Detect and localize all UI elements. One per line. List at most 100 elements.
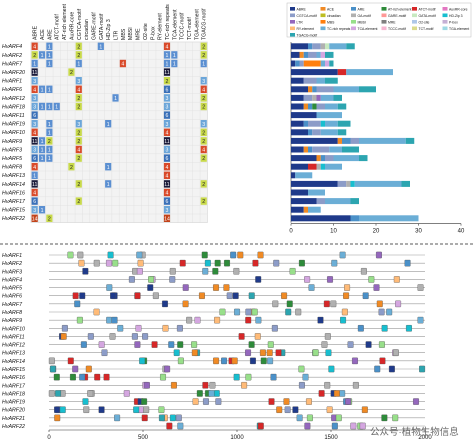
element-position-mark bbox=[177, 357, 184, 365]
matrix-cell-value: 4 bbox=[166, 130, 169, 136]
matrix-cell bbox=[31, 206, 38, 214]
element-position-mark bbox=[284, 406, 291, 413]
bar-segment bbox=[320, 163, 325, 170]
element-position-mark bbox=[186, 316, 193, 324]
element-position-mark bbox=[347, 341, 354, 348]
bar-segment bbox=[325, 77, 338, 84]
bar-segment bbox=[337, 69, 347, 76]
element-position-mark bbox=[151, 341, 158, 348]
matrix-cell bbox=[68, 163, 75, 171]
element-position-mark bbox=[198, 292, 205, 299]
matrix-cell-value: 1 bbox=[173, 62, 176, 68]
matrix-cell bbox=[75, 42, 82, 50]
element-position-mark bbox=[117, 325, 124, 332]
element-position-mark bbox=[361, 406, 368, 413]
matrix-cell bbox=[31, 145, 38, 154]
bar-segment bbox=[303, 206, 308, 213]
bar-segment bbox=[308, 189, 325, 196]
matrix-cell bbox=[31, 171, 38, 179]
matrix-column-label: GATA-motif bbox=[99, 13, 105, 40]
matrix-cell bbox=[46, 137, 53, 145]
matrix-cell-value: 4 bbox=[33, 87, 36, 93]
element-position-mark bbox=[76, 316, 83, 324]
element-position-mark bbox=[152, 292, 159, 299]
matrix-cell-value: 2 bbox=[166, 79, 169, 85]
legend-swatch bbox=[381, 26, 387, 31]
legend-label: MRE bbox=[388, 20, 396, 24]
bar-segment bbox=[325, 103, 338, 110]
element-position-mark bbox=[221, 357, 228, 365]
matrix-cell-value: 4 bbox=[166, 165, 169, 171]
element-position-mark bbox=[61, 325, 68, 332]
bar-segment bbox=[337, 103, 347, 110]
matrix-column-label: TGACG-motif bbox=[202, 8, 208, 40]
matrix-cell bbox=[163, 154, 171, 162]
element-position-mark bbox=[255, 276, 262, 283]
element-position-mark bbox=[131, 333, 138, 340]
element-position-mark bbox=[53, 373, 60, 381]
element-position-mark bbox=[169, 414, 176, 422]
position-row-label: HvARF13 bbox=[2, 351, 25, 357]
element-position-mark bbox=[245, 308, 252, 316]
bar-segment bbox=[291, 155, 317, 162]
bar-segment bbox=[354, 180, 402, 187]
bar-segment bbox=[299, 51, 304, 58]
element-position-mark bbox=[208, 390, 215, 397]
element-position-mark bbox=[254, 333, 261, 340]
element-position-mark bbox=[87, 390, 94, 397]
matrix-cell bbox=[163, 197, 171, 205]
element-position-mark bbox=[260, 357, 267, 365]
matrix-cell bbox=[200, 197, 207, 205]
matrix-cell bbox=[163, 120, 171, 128]
bar-segment bbox=[346, 69, 393, 76]
bar-segment bbox=[291, 112, 317, 119]
matrix-cell-value: 2 bbox=[48, 216, 51, 222]
matrix-row-label: HvARF8 bbox=[2, 165, 22, 171]
element-position-mark bbox=[312, 349, 319, 356]
position-row-label: HvARF6 bbox=[2, 294, 22, 300]
matrix-cell-value: 1 bbox=[41, 208, 44, 214]
legend-swatch bbox=[351, 20, 356, 24]
element-position-mark bbox=[196, 390, 203, 397]
bar-segment bbox=[316, 94, 321, 101]
matrix-cell bbox=[163, 77, 171, 85]
matrix-cell-value: 1 bbox=[41, 105, 44, 111]
matrix-cell-value: 2 bbox=[202, 44, 205, 50]
matrix-cell bbox=[31, 120, 38, 128]
bar-segment bbox=[308, 129, 313, 136]
element-position-mark bbox=[270, 373, 277, 381]
bar-segment bbox=[359, 86, 376, 93]
element-position-mark bbox=[257, 422, 264, 430]
matrix-row-label: HvARF6 bbox=[2, 87, 22, 93]
matrix-cell bbox=[53, 102, 60, 111]
matrix-row-label: HvARF11 bbox=[2, 113, 25, 119]
element-position-mark bbox=[331, 422, 338, 430]
matrix-column-label: TCT-motif bbox=[187, 17, 193, 40]
bar-segment bbox=[295, 60, 300, 67]
element-position-mark bbox=[392, 414, 399, 422]
matrix-cell bbox=[38, 137, 46, 145]
matrix-cell-value: 3 bbox=[33, 122, 36, 128]
element-position-mark bbox=[341, 308, 348, 316]
matrix-cell bbox=[75, 102, 82, 111]
bar-segment bbox=[337, 129, 347, 136]
matrix-cell-value: 2 bbox=[77, 156, 80, 162]
element-position-mark bbox=[59, 406, 66, 413]
element-position-mark bbox=[48, 390, 55, 397]
legend-label: TGACG-motif bbox=[297, 33, 318, 37]
bar-segment bbox=[291, 137, 338, 144]
bar-segment bbox=[316, 103, 325, 110]
element-position-mark bbox=[374, 365, 381, 373]
element-position-mark bbox=[304, 422, 311, 430]
element-position-mark bbox=[106, 316, 113, 324]
bar-segment bbox=[350, 215, 359, 222]
element-position-mark bbox=[248, 341, 255, 348]
matrix-cell bbox=[38, 206, 46, 214]
element-position-mark bbox=[94, 373, 101, 381]
bar-segment bbox=[291, 129, 308, 136]
element-position-mark bbox=[275, 349, 282, 356]
matrix-cell-value: 1 bbox=[107, 122, 110, 128]
bar-segment bbox=[359, 215, 419, 222]
legend-frame bbox=[286, 2, 472, 38]
